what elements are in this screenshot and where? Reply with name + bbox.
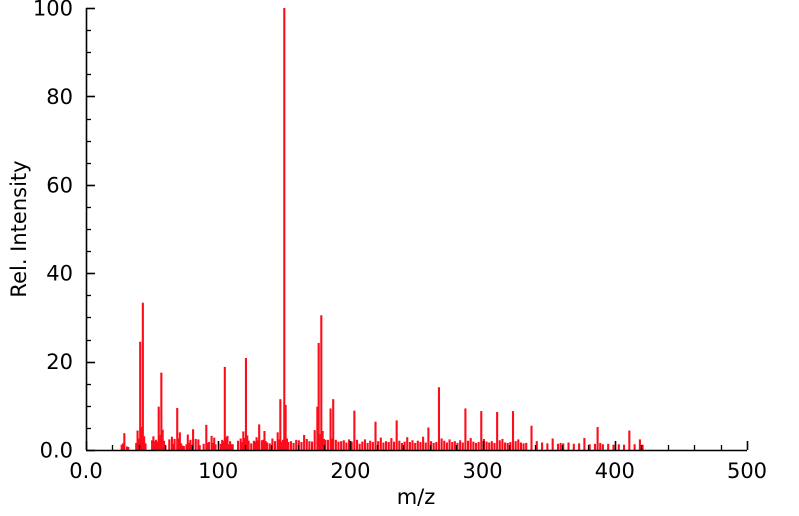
y-axis-title: Rel. Intensity [7, 160, 31, 297]
y-axis-ticks [86, 7, 95, 452]
x-tick-label: 0.0 [69, 459, 102, 483]
y-tick-label: 20 [46, 350, 73, 374]
x-tick-label: 500 [727, 459, 767, 483]
axes [85, 7, 749, 452]
x-tick-label: 400 [595, 459, 635, 483]
x-axis-ticks [85, 441, 749, 450]
x-tick-label: 300 [463, 459, 503, 483]
x-tick-label: 100 [198, 459, 238, 483]
y-tick-label: 60 [46, 173, 73, 197]
y-tick-label: 40 [46, 262, 73, 286]
y-tick-label: 100 [33, 0, 73, 21]
spectrum-peaks [120, 8, 644, 450]
tick-labels: 0.0 100 200 300 400 500 0.0 20 40 60 80 100 [33, 0, 767, 483]
y-tick-label: 80 [46, 85, 73, 109]
x-tick-label: 200 [330, 459, 370, 483]
y-tick-label: 0.0 [40, 439, 73, 463]
x-axis-title: m/z [397, 485, 436, 509]
